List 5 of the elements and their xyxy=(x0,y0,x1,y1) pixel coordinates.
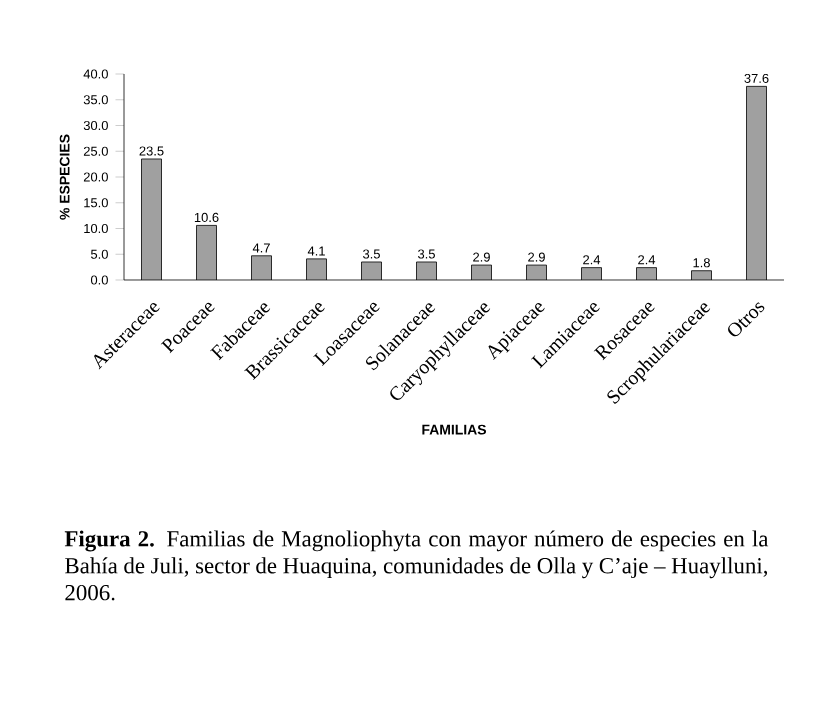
text: Figura 2. Familias de Magnoliophyta con mayor número de especies en la Bahía de Juli, sector de Huaquina, comunidades de Olla y C’aje – Huaylluni, 2006. xyxy=(64,530,769,601)
bar xyxy=(251,255,272,280)
bar xyxy=(196,225,217,280)
bar xyxy=(141,158,162,280)
bar xyxy=(746,85,767,280)
